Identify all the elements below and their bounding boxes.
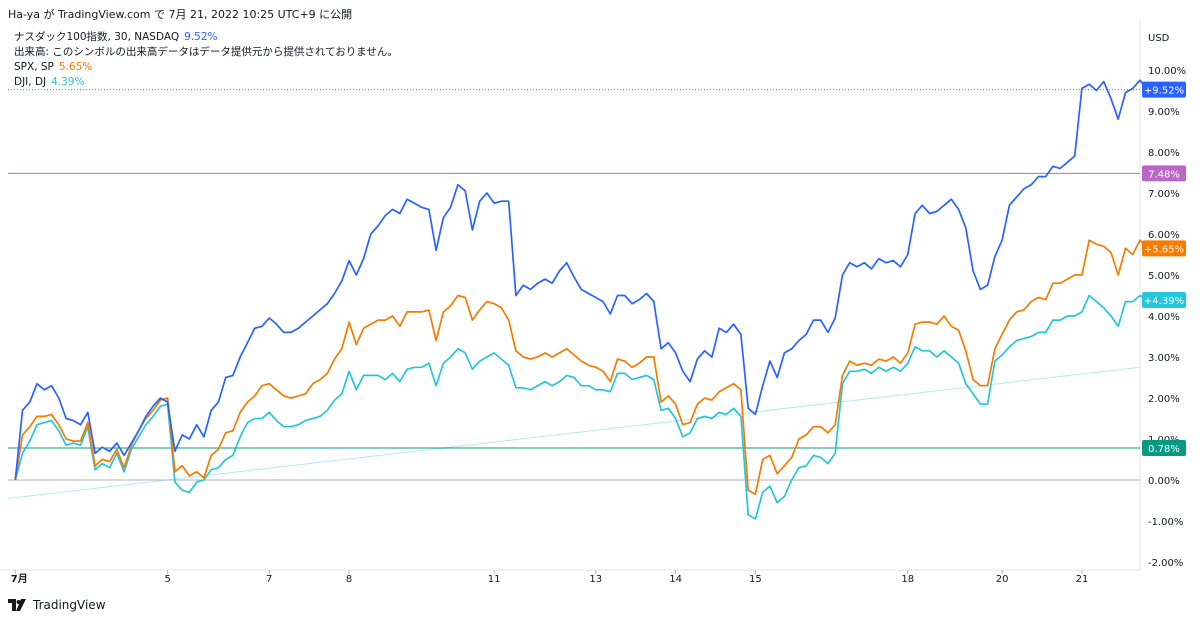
badge-ndx-bg [1142, 81, 1186, 98]
badge-spx-bg [1142, 240, 1186, 257]
published-info: Ha-ya が TradingView.com で 7月 21, 2022 10… [8, 8, 353, 21]
x-tick-label: 21 [1076, 574, 1089, 585]
badge-ndx-text: +9.52% [1144, 86, 1184, 97]
y-tick-label: 8.00% [1148, 148, 1180, 159]
chart-legend: ナスダック100指数, 30, NASDAQ 9.52% 出来高: このシンボルの… [14, 30, 398, 90]
y-tick-label: -2.00% [1148, 558, 1183, 569]
currency-label: USD [1148, 33, 1170, 44]
legend-ndx-value: 9.52% [184, 31, 218, 43]
y-tick-label: 7.00% [1148, 189, 1180, 200]
footer-brand-label: TradingView [33, 598, 106, 612]
x-tick-label: 7 [266, 574, 272, 585]
y-tick-label: 5.00% [1148, 271, 1180, 282]
y-tick-label: 0.00% [1148, 476, 1180, 487]
y-tick-label: 3.00% [1148, 353, 1180, 364]
badge-purple[interactable]: 7.48% [1142, 165, 1186, 182]
y-tick-label: 4.00% [1148, 312, 1180, 323]
x-tick-label: 13 [589, 574, 602, 585]
tradingview-logo-icon [8, 599, 26, 611]
legend-row-ndx[interactable]: ナスダック100指数, 30, NASDAQ 9.52% [14, 30, 398, 45]
x-tick-label: 15 [749, 574, 762, 585]
y-tick-label: 10.00% [1148, 66, 1186, 77]
x-tick-label: 5 [164, 574, 170, 585]
y-tick-label: -1.00% [1148, 517, 1183, 528]
series-line-dji[interactable] [14, 294, 1148, 520]
badge-dji-bg [1142, 292, 1186, 309]
x-tick-label: 7月 [11, 573, 28, 585]
trend-line[interactable] [7, 366, 1141, 499]
badge-dji-text: +4.39% [1144, 296, 1184, 307]
badge-spx[interactable]: +5.65% [1142, 240, 1186, 257]
legend-volume-note: 出来高: このシンボルの出来高データはデータ提供元から提供されておりません。 [14, 46, 398, 58]
legend-row-dji[interactable]: DJI, DJ 4.39% [14, 75, 398, 90]
y-tick-label: 2.00% [1148, 394, 1180, 405]
badge-green[interactable]: 0.78% [1142, 440, 1186, 457]
legend-row-spx[interactable]: SPX, SP 5.65% [14, 60, 398, 75]
x-tick-label: 11 [488, 574, 501, 585]
badge-purple-bg [1142, 165, 1186, 182]
legend-spx-name: SPX, SP [14, 61, 54, 73]
badge-green-bg [1142, 440, 1186, 457]
y-tick-label: 6.00% [1148, 230, 1180, 241]
legend-row-volume: 出来高: このシンボルの出来高データはデータ提供元から提供されておりません。 [14, 45, 398, 60]
y-tick-label: 9.00% [1148, 107, 1180, 118]
x-tick-label: 14 [669, 574, 682, 585]
legend-dji-value: 4.39% [51, 76, 85, 88]
legend-ndx-name: ナスダック100指数, 30, NASDAQ [14, 31, 180, 43]
x-tick-label: 8 [346, 574, 352, 585]
x-tick-label: 18 [901, 574, 914, 585]
legend-dji-name: DJI, DJ [14, 76, 47, 88]
legend-spx-value: 5.65% [58, 61, 93, 73]
footer-brand[interactable]: TradingView [8, 598, 106, 612]
x-tick-label: 20 [996, 574, 1009, 585]
badge-purple-text: 7.48% [1148, 169, 1180, 180]
badge-green-text: 0.78% [1148, 444, 1180, 455]
badge-ndx[interactable]: +9.52% [1142, 81, 1186, 98]
badge-dji[interactable]: +4.39% [1142, 292, 1186, 309]
badge-spx-text: +5.65% [1144, 244, 1184, 255]
series-line-ndx[interactable] [14, 79, 1148, 481]
series-line-spx[interactable] [14, 239, 1148, 496]
